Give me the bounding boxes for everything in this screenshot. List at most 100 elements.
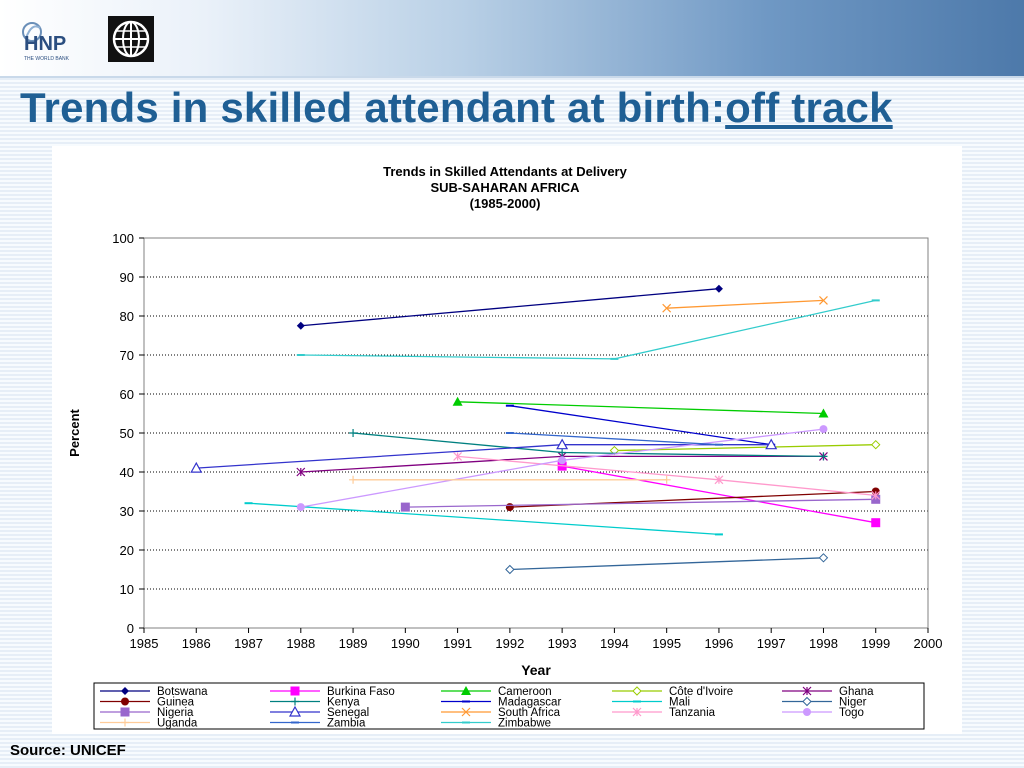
y-tick-label-50: 50 — [120, 426, 134, 441]
data-point-senegal-1993 — [556, 438, 569, 450]
x-tick-label-1998: 1998 — [809, 636, 838, 651]
page-title-link[interactable]: off track — [725, 84, 893, 131]
legend-label-guinea: Guinea — [157, 697, 195, 709]
y-tick-label-40: 40 — [120, 465, 134, 480]
y-axis-label: Percent — [67, 408, 82, 456]
data-point-togo-1988 — [296, 503, 305, 512]
series-line-c-te-d-ivoire — [614, 444, 876, 452]
legend-marker-ghana — [802, 686, 812, 696]
x-tick-label-1994: 1994 — [600, 636, 629, 651]
line-chart: Trends in Skilled Attendants at Delivery… — [67, 164, 943, 730]
page-title-main: Trends in skilled attendant at birth: — [20, 84, 726, 131]
data-point-botswana-1988 — [296, 321, 305, 330]
page-title: Trends in skilled attendant at birth:off… — [20, 84, 893, 132]
legend-label-zimbabwe: Zimbabwe — [498, 718, 551, 730]
x-tick-label-1991: 1991 — [443, 636, 472, 651]
legend-label-senegal: Senegal — [327, 707, 369, 719]
data-point-senegal-1997 — [765, 438, 778, 450]
y-tick-label-30: 30 — [120, 504, 134, 519]
legend-label-madagascar: Madagascar — [498, 697, 561, 709]
series-line-madagascar — [509, 405, 772, 446]
x-axis-label: Year — [521, 662, 551, 678]
chart-title-line-1: Trends in Skilled Attendants at Delivery — [383, 164, 627, 179]
legend-label-c-te-d-ivoire: Côte d'Ivoire — [669, 686, 733, 698]
legend-marker-tanzania — [632, 707, 642, 717]
series-line-botswana — [300, 288, 719, 327]
legend-label-tanzania: Tanzania — [669, 707, 716, 719]
legend-label-togo: Togo — [839, 707, 864, 719]
series-line-nigeria — [405, 498, 876, 508]
legend-marker-niger — [802, 696, 812, 707]
data-point-tanzania-1991 — [453, 451, 463, 461]
x-tick-label-1992: 1992 — [495, 636, 524, 651]
data-point-tanzania-1999 — [871, 490, 881, 500]
legend-label-south-africa: South Africa — [498, 707, 561, 719]
x-tick-label-1985: 1985 — [130, 636, 159, 651]
x-tick-label-1999: 1999 — [861, 636, 890, 651]
legend-label-ghana: Ghana — [839, 686, 874, 698]
data-point-ghana-1988 — [296, 467, 306, 477]
x-tick-label-2000: 2000 — [914, 636, 943, 651]
data-point-c-te-d-ivoire-1999 — [871, 439, 881, 450]
legend-label-burkina-faso: Burkina Faso — [327, 686, 395, 698]
series-line-cameroon — [457, 401, 824, 415]
data-point-burkina-faso-1999 — [871, 518, 881, 528]
series-line-mali — [248, 502, 719, 536]
legend-marker-senegal — [288, 705, 302, 717]
data-point-nigeria-1990 — [400, 502, 410, 512]
legend-marker-nigeria — [120, 707, 130, 717]
data-point-niger-1998 — [818, 553, 829, 563]
legend-marker-uganda — [121, 718, 129, 727]
legend-label-cameroon: Cameroon — [498, 686, 552, 698]
legend-marker-south-africa — [461, 707, 471, 717]
legend-label-uganda: Uganda — [157, 718, 198, 730]
hnp-logo: HNP THE WORLD BANK — [22, 22, 70, 62]
y-tick-label-70: 70 — [120, 348, 134, 363]
data-point-togo-1998 — [819, 425, 828, 434]
x-tick-label-1986: 1986 — [182, 636, 211, 651]
x-tick-label-1988: 1988 — [286, 636, 315, 651]
series-line-burkina-faso — [562, 465, 876, 524]
y-tick-label-20: 20 — [120, 543, 134, 558]
data-point-cameroon-1998 — [818, 408, 829, 418]
data-point-guinea-1992 — [505, 503, 514, 512]
data-point-kenya-1998 — [819, 452, 828, 461]
world-bank-globe-icon — [108, 16, 154, 62]
legend-marker-c-te-d-ivoire — [632, 686, 642, 696]
legend-marker-botswana — [121, 687, 129, 695]
legend-marker-kenya — [291, 697, 299, 706]
y-tick-label-90: 90 — [120, 270, 134, 285]
data-point-kenya-1989 — [349, 429, 358, 437]
chart-title-line-3: (1985-2000) — [470, 196, 541, 211]
data-point-south-africa-1995 — [662, 303, 672, 313]
legend-marker-togo — [803, 708, 811, 716]
legend-label-kenya: Kenya — [327, 697, 360, 709]
x-tick-label-1989: 1989 — [339, 636, 368, 651]
legend-label-zambia: Zambia — [327, 718, 366, 730]
data-point-senegal-1986 — [190, 461, 203, 473]
data-point-tanzania-1996 — [714, 475, 724, 485]
legend-label-mali: Mali — [669, 697, 690, 709]
legend-label-nigeria: Nigeria — [157, 707, 194, 719]
x-tick-label-1987: 1987 — [234, 636, 263, 651]
data-point-kenya-1993 — [558, 448, 567, 457]
y-tick-label-10: 10 — [120, 582, 134, 597]
hnp-logo-text: HNP — [24, 33, 66, 55]
legend-label-niger: Niger — [839, 697, 867, 709]
data-point-niger-1992 — [505, 564, 515, 575]
legend-marker-cameroon — [461, 686, 471, 695]
y-tick-label-80: 80 — [120, 309, 134, 324]
data-point-uganda-1989 — [349, 475, 358, 484]
chart-title-line-2: SUB-SAHARAN AFRICA — [430, 180, 580, 195]
x-tick-label-1990: 1990 — [391, 636, 420, 651]
data-point-uganda-1995 — [662, 475, 671, 484]
x-tick-label-1995: 1995 — [652, 636, 681, 651]
x-tick-label-1993: 1993 — [548, 636, 577, 651]
chart-panel: Trends in Skilled Attendants at Delivery… — [52, 146, 962, 734]
header-banner — [0, 0, 1024, 76]
series-line-niger — [509, 557, 824, 571]
series-line-zambia — [509, 432, 719, 446]
y-tick-label-0: 0 — [127, 621, 134, 636]
series-line-south-africa — [666, 299, 824, 309]
y-tick-label-100: 100 — [112, 231, 134, 246]
